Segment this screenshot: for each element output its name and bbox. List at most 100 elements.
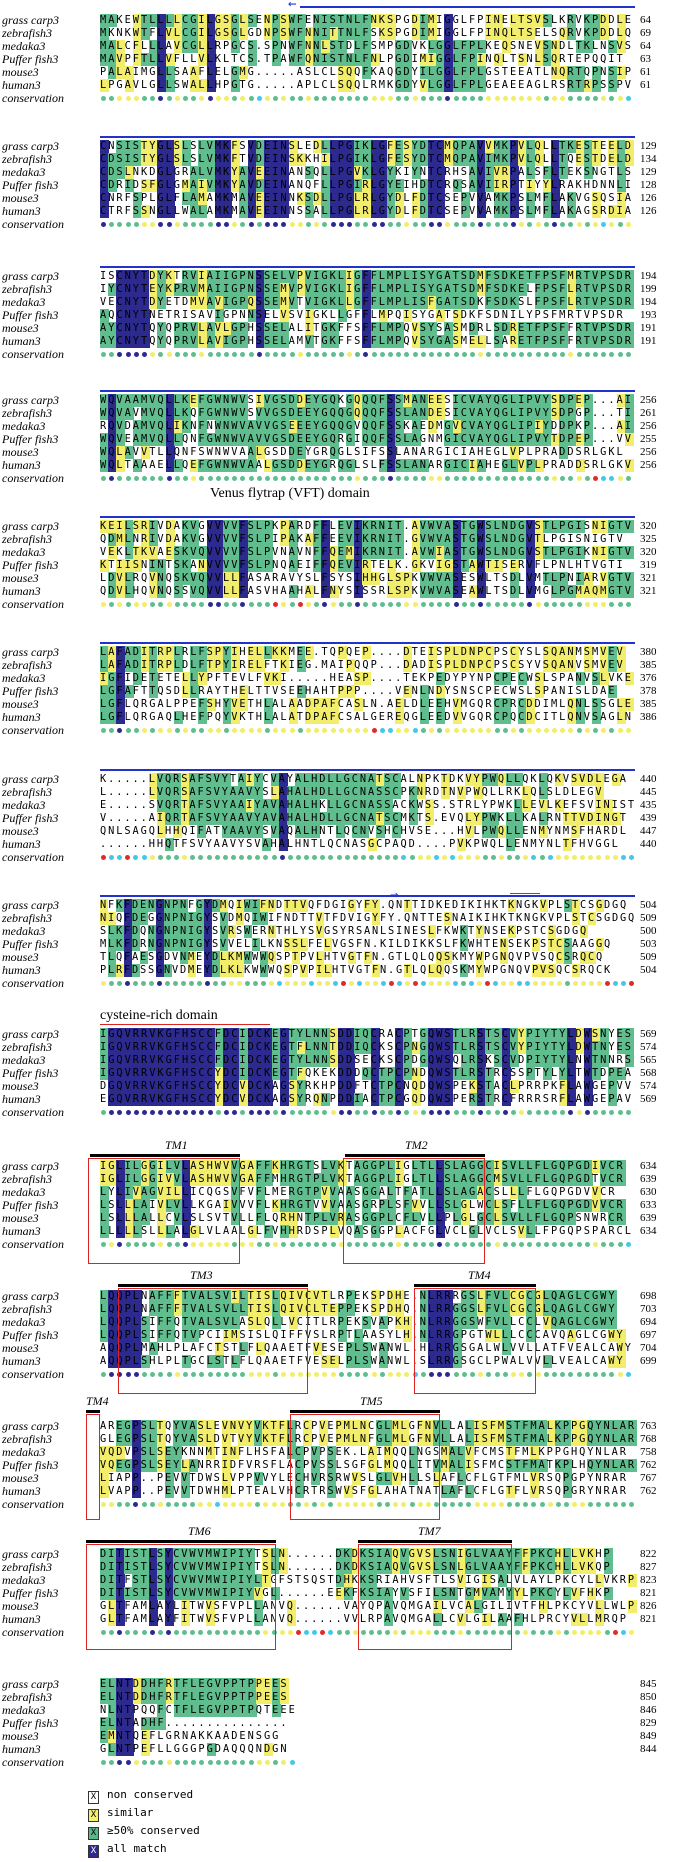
residue-highlight xyxy=(321,433,331,446)
residue-highlight xyxy=(239,407,249,420)
residue-highlight xyxy=(526,270,536,283)
residue-highlight xyxy=(624,420,634,433)
conservation-dot-icon xyxy=(133,1502,139,1507)
residue-highlight xyxy=(255,433,265,446)
conservation-dot-icon xyxy=(224,96,229,101)
residue-highlight xyxy=(198,559,208,572)
conservation-dot-icon xyxy=(190,855,196,860)
residue-highlight xyxy=(231,27,241,40)
conservation-dot-icon xyxy=(199,1110,205,1115)
conservation-dot-icon xyxy=(596,1502,602,1507)
residue-highlight xyxy=(575,459,585,472)
tm-label: TM5 xyxy=(360,1394,383,1408)
residue-highlight xyxy=(214,659,224,672)
residue-highlight xyxy=(370,283,380,296)
residue-highlight xyxy=(346,546,355,559)
residue-highlight xyxy=(206,40,216,53)
conservation-dot-icon xyxy=(379,728,385,733)
conservation-dot-icon xyxy=(289,1242,295,1247)
conservation-dot-icon xyxy=(486,1110,492,1115)
residue-highlight xyxy=(288,407,298,420)
residue-highlight xyxy=(436,205,446,218)
conservation-dot-icon xyxy=(256,222,262,227)
conservation-dot-icon xyxy=(531,1502,537,1507)
residue-highlight xyxy=(346,533,355,546)
residue-highlight xyxy=(239,533,249,546)
residue-highlight xyxy=(124,296,134,309)
residue-highlight xyxy=(206,646,216,659)
residue-highlight xyxy=(395,192,405,205)
conservation-dot-icon xyxy=(617,1242,623,1247)
conservation-dot-icon xyxy=(344,855,350,860)
tm-bar xyxy=(290,1410,440,1413)
conservation-dot-icon xyxy=(445,222,451,227)
residue-highlight xyxy=(534,14,544,27)
residue-count: 574 xyxy=(640,1041,657,1053)
conservation-dot-icon xyxy=(125,1110,131,1115)
conservation-dot-icon xyxy=(347,476,352,481)
conservation-dot-icon xyxy=(589,981,594,986)
residue-highlight xyxy=(469,296,478,309)
residue-highlight xyxy=(198,283,208,296)
residue-highlight xyxy=(624,140,634,153)
residue-highlight xyxy=(510,646,519,659)
residue-highlight xyxy=(395,394,405,407)
residue-highlight xyxy=(485,394,495,407)
residue-highlight xyxy=(206,659,216,672)
residue-highlight xyxy=(354,53,364,66)
residue-highlight xyxy=(354,27,364,40)
residue-highlight xyxy=(198,546,208,559)
conservation-dot-icon xyxy=(568,728,574,733)
conservation-dot-icon xyxy=(281,222,287,227)
conservation-dot-icon xyxy=(312,1630,318,1635)
residue-count: 255 xyxy=(640,433,657,445)
residue-highlight xyxy=(493,322,503,335)
sequence-row: Puffer fish3 WQVEAMVQLLQNFGWNWVAVVGSDEEYG… xyxy=(0,433,685,446)
residue-highlight xyxy=(346,270,355,283)
residue-highlight xyxy=(501,179,511,192)
residue-shading xyxy=(100,270,636,283)
residue-highlight xyxy=(214,585,224,598)
residue-highlight xyxy=(387,335,396,348)
conservation-dot-icon xyxy=(568,476,574,481)
residue-highlight xyxy=(452,420,462,433)
conservation-dot-icon xyxy=(552,1372,557,1377)
residue-highlight xyxy=(542,40,552,53)
conservation-dot-icon xyxy=(182,1502,188,1507)
residue-highlight xyxy=(460,646,470,659)
residue-highlight xyxy=(149,433,159,446)
residue-highlight xyxy=(510,433,519,446)
conservation-dot-icon xyxy=(593,222,598,227)
residue-highlight xyxy=(313,270,323,283)
residue-highlight xyxy=(534,140,544,153)
conservation-dot-icon xyxy=(265,728,270,733)
conservation-dot-icon xyxy=(388,1110,393,1115)
residue-count: 126 xyxy=(640,205,657,217)
conservation-dot-icon xyxy=(158,1760,164,1765)
conservation-dot-icon xyxy=(388,96,393,101)
conservation-dot-icon xyxy=(117,96,123,101)
residue-highlight xyxy=(116,296,126,309)
residue-highlight xyxy=(272,153,282,166)
residue-highlight xyxy=(223,205,232,218)
residue-highlight xyxy=(477,79,487,92)
conservation-dot-icon xyxy=(612,1630,618,1635)
residue-count: 698 xyxy=(640,1290,657,1302)
residue-highlight xyxy=(132,309,142,322)
conservation-dot-icon xyxy=(109,1110,115,1115)
conservation-dot-icon xyxy=(404,1110,410,1115)
residue-highlight xyxy=(477,270,487,283)
residue-highlight xyxy=(329,394,339,407)
conservation-dot-icon xyxy=(461,352,467,357)
residue-highlight xyxy=(616,205,626,218)
conservation-dot-icon xyxy=(224,1760,229,1765)
conservation-dot-icon xyxy=(531,1630,537,1635)
residue-shading xyxy=(100,559,636,572)
residue-highlight xyxy=(510,520,519,533)
residue-highlight xyxy=(436,140,446,153)
conservation-dot-icon xyxy=(101,1760,106,1765)
conservation-label: conservation xyxy=(2,723,64,737)
residue-highlight xyxy=(469,79,478,92)
conservation-dot-icon xyxy=(517,981,522,986)
residue-highlight xyxy=(477,335,487,348)
